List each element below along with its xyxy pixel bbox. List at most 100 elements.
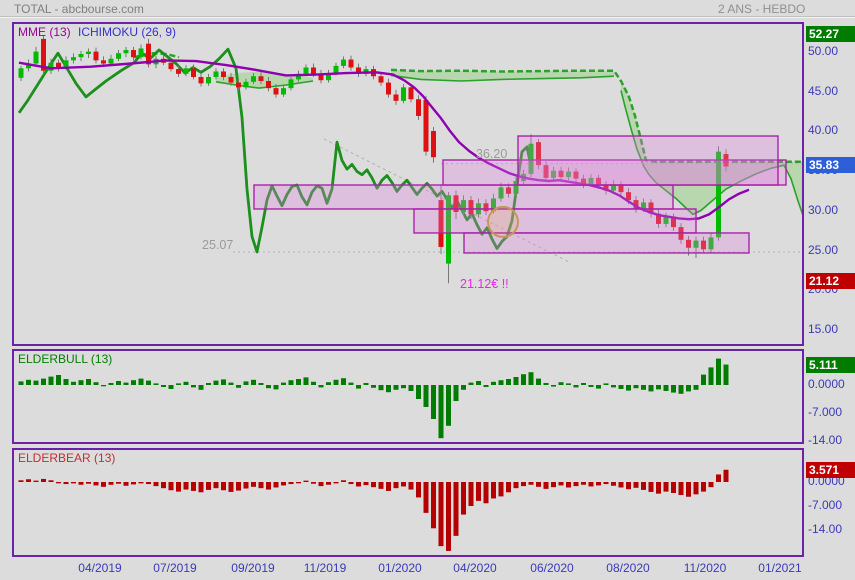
elderbull-bar <box>213 380 219 385</box>
candle-down <box>356 67 361 74</box>
price-tick-label: 45.00 <box>808 83 839 98</box>
elderbear-bar <box>198 482 204 493</box>
elderbull-bar <box>438 385 444 439</box>
candle-down <box>618 184 624 193</box>
candle-up <box>108 58 114 64</box>
candle-down <box>416 99 421 116</box>
elderbear-bar <box>596 482 601 486</box>
elderbull-bar <box>408 385 414 391</box>
elderbull-bar <box>453 385 459 401</box>
candle-up <box>528 143 534 174</box>
drawn-zone-rectangle[interactable] <box>253 184 674 210</box>
elderbull-bar <box>236 385 241 388</box>
elderbear-bar <box>18 480 24 482</box>
candle-down <box>168 62 174 70</box>
elderbull-panel[interactable]: ELDERBULL (13) <box>12 349 804 444</box>
candle-down <box>596 177 601 186</box>
elderbull-bar <box>363 383 369 385</box>
elderbear-bar <box>138 482 144 484</box>
elderbear-chart-canvas[interactable] <box>14 450 802 555</box>
elderbear-bar <box>618 482 624 488</box>
elderbear-bar <box>303 480 309 482</box>
elderbull-bar <box>303 377 309 385</box>
elderbear-bar <box>371 482 376 488</box>
chart-annotation-text: 21.12€ !! <box>460 277 509 291</box>
timeframe-label: 2 ANS - HEBDO <box>718 2 806 16</box>
elderbull-bar <box>528 372 534 385</box>
candle-up <box>18 68 24 78</box>
candle-up <box>446 195 451 264</box>
candle-up <box>611 184 616 191</box>
candle-up <box>461 200 466 213</box>
price-chart-canvas[interactable]: 36.20 25.07 21.12€ !! <box>14 24 802 344</box>
candle-up <box>138 48 144 58</box>
drawn-zone-rectangle[interactable] <box>517 135 779 186</box>
elderbull-bar <box>78 380 84 385</box>
candle-up <box>513 181 519 194</box>
candle-up <box>63 60 69 68</box>
drawn-zone-rectangle[interactable] <box>413 208 697 234</box>
trendline[interactable] <box>323 138 570 263</box>
candle-up <box>588 177 594 185</box>
elderbear-panel[interactable]: ELDERBEAR (13) <box>12 448 804 557</box>
elderbull-bar <box>371 385 376 388</box>
candle-up <box>693 240 699 248</box>
elderbear-bar <box>288 482 294 485</box>
elderbear-tick-label: -7.000 <box>808 498 843 512</box>
candle-up <box>641 202 646 209</box>
elderbear-bar <box>131 482 136 485</box>
elderbull-bar <box>566 383 571 385</box>
candle-down <box>41 38 46 71</box>
elderbull-bar <box>701 374 706 385</box>
elderbear-bar <box>236 482 241 491</box>
drawn-circle-annotation[interactable] <box>487 205 519 238</box>
elderbear-bar <box>191 482 196 491</box>
elderbull-bar <box>86 379 91 385</box>
elderbear-bar <box>483 482 489 504</box>
candle-up <box>71 57 76 61</box>
drawn-zone-rectangle[interactable] <box>463 232 750 254</box>
elderbear-bar <box>678 482 684 496</box>
candle-up <box>716 151 721 238</box>
candle-down <box>191 68 196 78</box>
candle-down <box>56 62 61 68</box>
candle-down <box>273 88 279 95</box>
candle-down <box>438 200 444 247</box>
elderbear-bar <box>573 482 579 487</box>
elderbear-bar <box>693 482 699 495</box>
candle-up <box>491 198 496 212</box>
candle-down <box>626 192 631 201</box>
instrument-title: TOTAL - abcbourse.com <box>14 2 144 16</box>
elderbear-bar <box>423 482 429 513</box>
senkou-a-dashed-line <box>390 68 802 164</box>
elderbear-bar <box>311 482 316 484</box>
elderbull-bar <box>671 385 676 393</box>
candle-up <box>183 68 189 74</box>
elderbear-bar <box>243 482 249 489</box>
elderbear-bar <box>686 482 691 497</box>
elderbull-bar <box>333 379 339 385</box>
elderbull-tick-label: -7.000 <box>808 405 843 419</box>
ichimoku-cloud <box>621 81 802 215</box>
last-price-badge: 35.83 <box>806 156 855 173</box>
elderbear-bar <box>318 482 324 487</box>
elderbear-bar <box>326 482 331 485</box>
elderbull-chart-canvas[interactable] <box>14 351 802 442</box>
elderbear-bar <box>33 480 39 482</box>
elderbull-bar <box>183 381 189 385</box>
chart-annotation-text: 36.20 <box>476 147 507 161</box>
main-price-panel[interactable]: MME (13) ICHIMOKU (26, 9) 36.20 25.07 21.1… <box>12 22 804 346</box>
elderbear-bar <box>273 482 279 488</box>
elderbull-bar <box>536 378 541 385</box>
elderbear-value-badge: 3.571 <box>806 461 855 478</box>
elderbear-bar <box>228 482 234 492</box>
candle-down <box>656 213 661 224</box>
elderbear-bar <box>536 482 541 487</box>
candle-down <box>146 43 151 65</box>
elderbull-bar <box>468 382 474 385</box>
elderbear-bar <box>356 482 361 487</box>
elderbull-bar <box>123 382 129 385</box>
candle-up <box>341 59 346 66</box>
elderbull-bar <box>311 381 316 385</box>
candle-up <box>288 79 294 89</box>
